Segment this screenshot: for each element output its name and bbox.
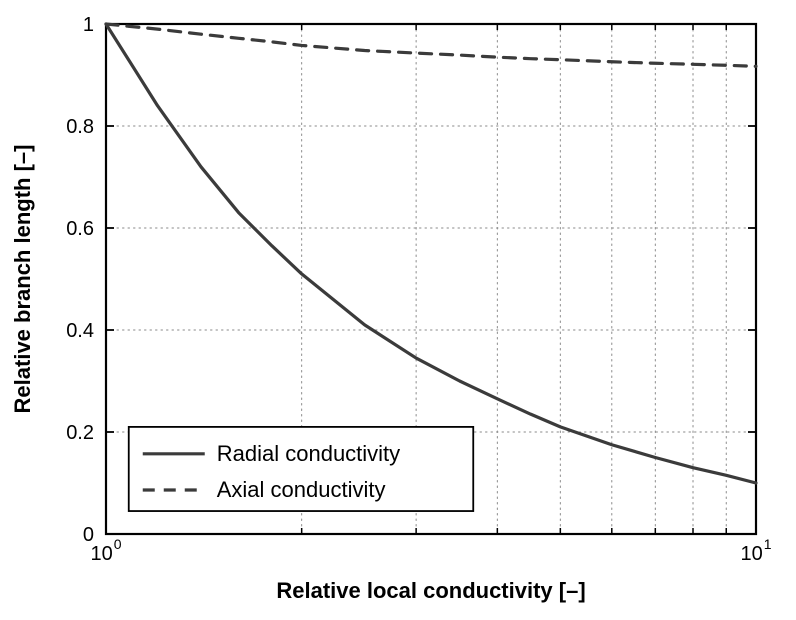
legend-label: Axial conductivity <box>217 477 386 502</box>
y-axis-label: Relative branch length [–] <box>10 145 35 414</box>
chart-container: 00.20.40.60.81100101Relative branch leng… <box>0 0 796 620</box>
y-tick-label: 1 <box>83 14 94 36</box>
legend-label: Radial conductivity <box>217 441 400 466</box>
y-tick-label: 0.4 <box>66 320 94 342</box>
x-axis-label: Relative local conductivity [–] <box>276 578 585 603</box>
y-tick-label: 0.8 <box>66 116 94 138</box>
line-chart: 00.20.40.60.81100101Relative branch leng… <box>0 0 796 620</box>
y-tick-label: 0.2 <box>66 422 94 444</box>
y-tick-label: 0.6 <box>66 218 94 240</box>
